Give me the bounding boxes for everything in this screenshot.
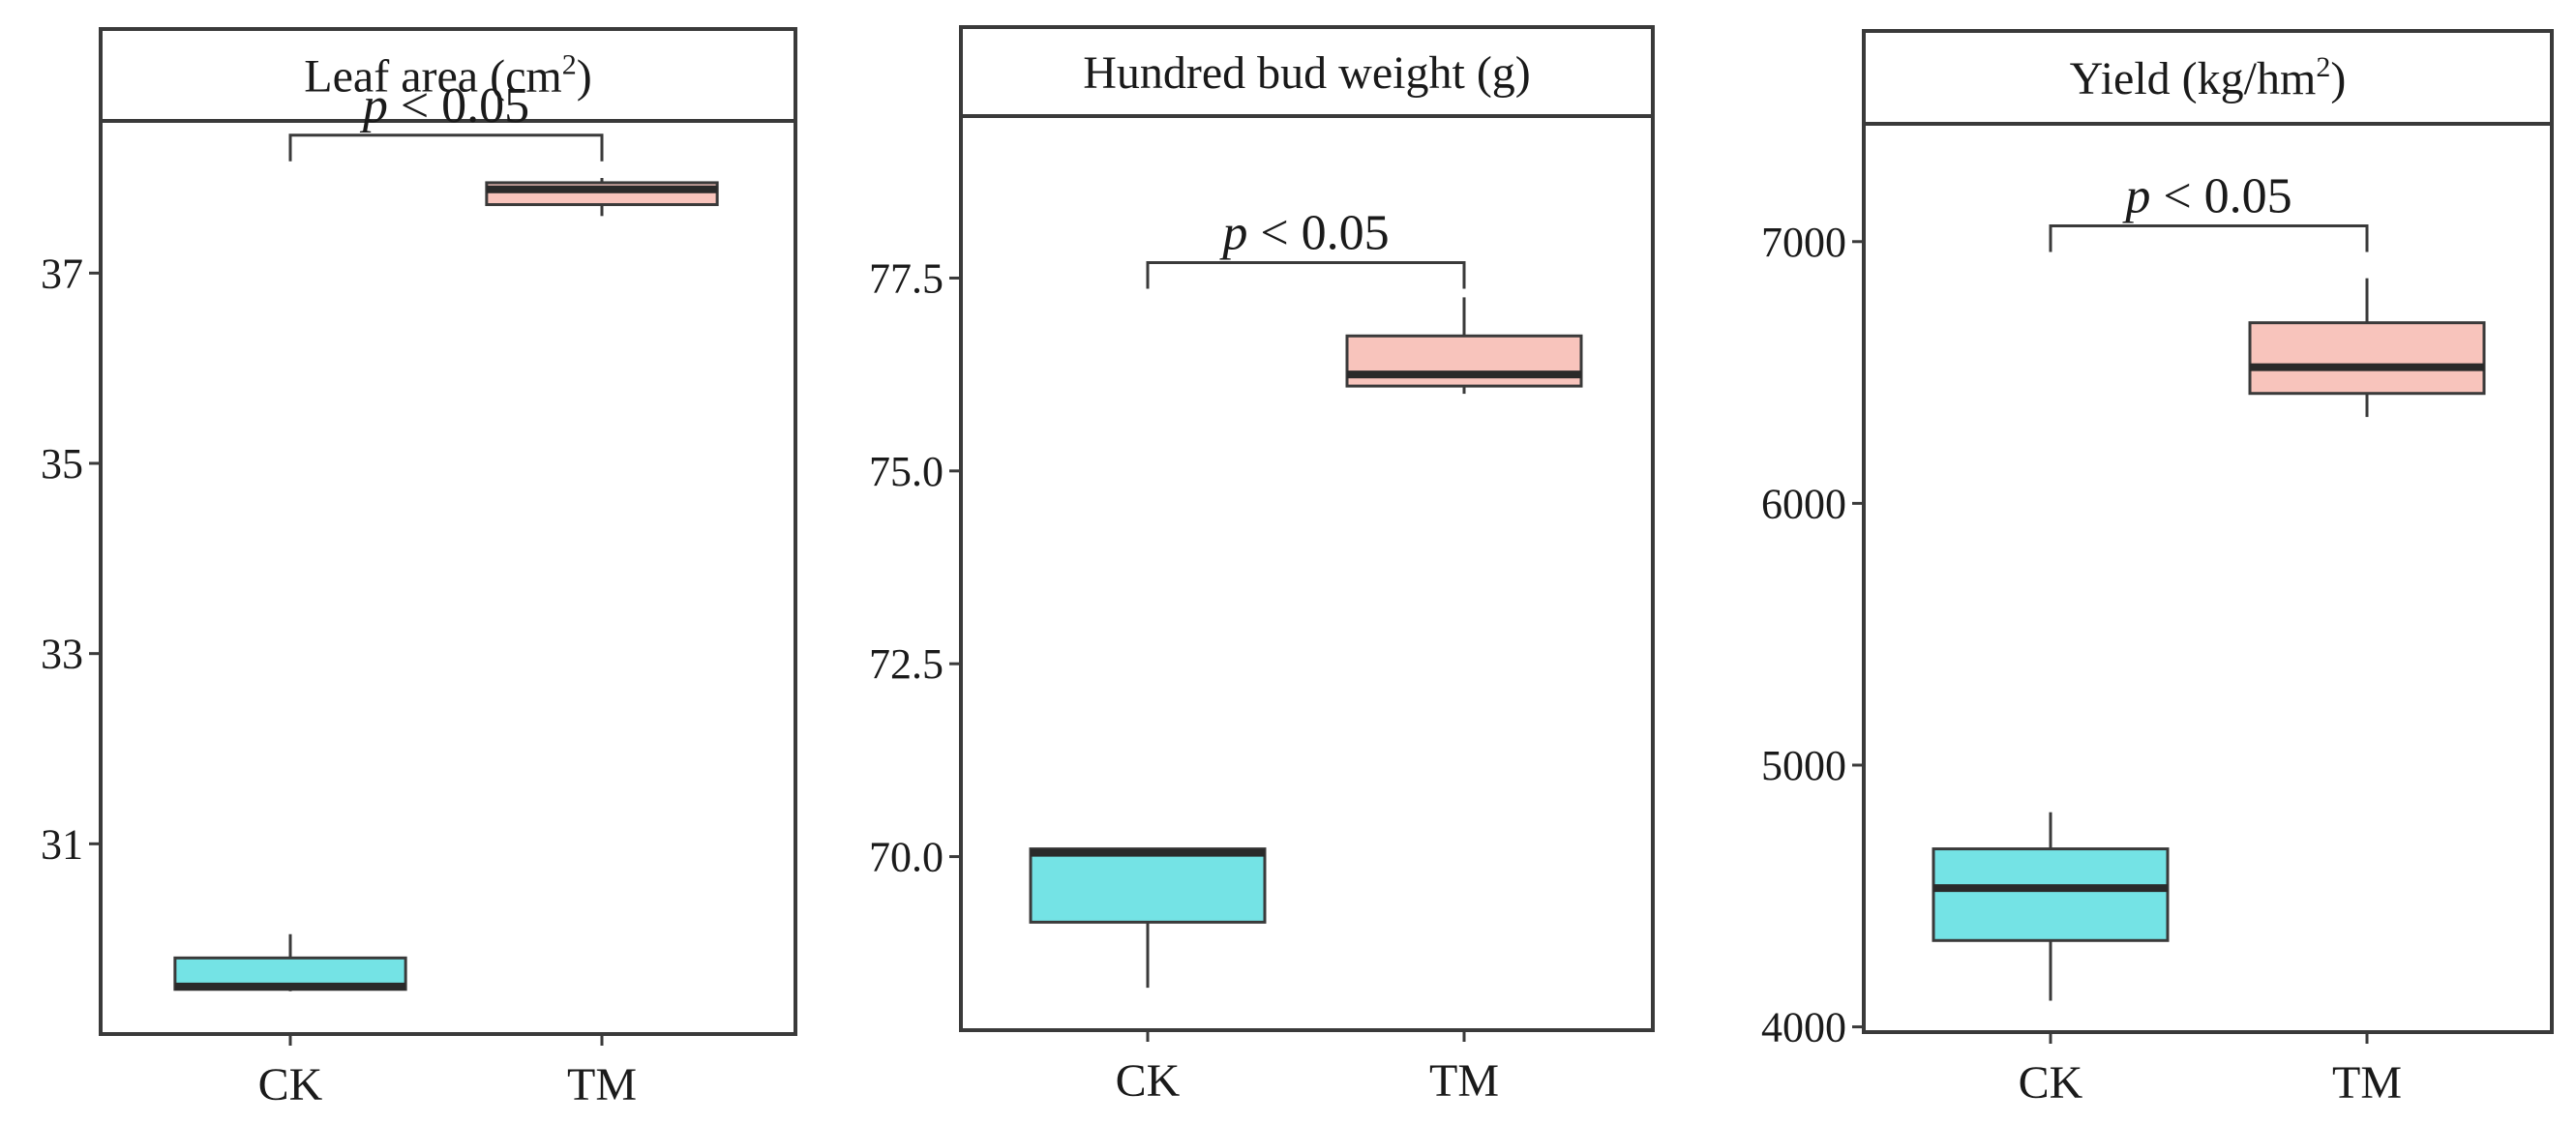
panel2-y-tick-label: 77.5 bbox=[869, 254, 944, 302]
panel2-title: Hundred bud weight (g) bbox=[1083, 47, 1531, 99]
panel3-plot-frame bbox=[1862, 122, 2554, 1034]
panel1-plot-frame bbox=[99, 119, 797, 1036]
panel3-y-tick-label: 5000 bbox=[1761, 742, 1846, 789]
panel2-title-text: Hundred bud weight (g) bbox=[1083, 47, 1531, 99]
panel1-title-end: ) bbox=[577, 51, 592, 103]
panel3-significance-value: < 0.05 bbox=[2150, 169, 2291, 224]
panel1-title-text: Leaf area (cm bbox=[304, 51, 561, 103]
panel1-significance-bracket bbox=[288, 133, 604, 162]
panel1-significance-label: p < 0.05 bbox=[359, 78, 529, 133]
panel2-significance-bracket bbox=[1146, 261, 1466, 289]
panel2-x-label-tm: TM bbox=[1429, 1055, 1499, 1107]
panel1-y-tick-label: 37 bbox=[41, 250, 83, 297]
panel3-y-tick-label: 4000 bbox=[1761, 1004, 1846, 1051]
panel2-significance-value: < 0.05 bbox=[1247, 206, 1389, 261]
panel3-y-tick-label: 7000 bbox=[1761, 219, 1846, 266]
panel2-y-tick-label: 75.0 bbox=[869, 448, 944, 495]
panel2-ck-box bbox=[1029, 847, 1267, 924]
panel1-title-superscript: 2 bbox=[562, 49, 577, 81]
panel1-y-tick-label: 31 bbox=[41, 820, 83, 868]
panel2-y-tick-label: 72.5 bbox=[869, 640, 944, 688]
panel1-x-label-tm: TM bbox=[567, 1059, 637, 1110]
panel3-x-label-ck: CK bbox=[2019, 1057, 2083, 1109]
panel3-x-label-tm: TM bbox=[2332, 1057, 2402, 1109]
panel1-y-tick-label: 35 bbox=[41, 440, 83, 488]
panel1-title: Leaf area (cm2) bbox=[304, 49, 591, 103]
panel3-strip bbox=[1862, 29, 2554, 126]
panel3-title: Yield (kg/hm2) bbox=[2070, 51, 2347, 104]
panel1-y-tick-label: 33 bbox=[41, 631, 83, 678]
panel3-title-text: Yield (kg/hm bbox=[2070, 53, 2317, 104]
panel3-title-end: ) bbox=[2330, 53, 2346, 104]
panel1-strip bbox=[99, 27, 797, 123]
panel3-y-tick-label: 6000 bbox=[1761, 480, 1846, 527]
panel2-y-tick-label: 70.0 bbox=[869, 834, 944, 881]
panel2-tm-box bbox=[1345, 334, 1583, 388]
panel3-title-superscript: 2 bbox=[2316, 51, 2330, 83]
panel1-x-label-ck: CK bbox=[258, 1059, 323, 1110]
panel2-plot-frame bbox=[959, 114, 1655, 1032]
panel1-significance-value: < 0.05 bbox=[388, 78, 529, 133]
panel3-tm-box bbox=[2248, 321, 2486, 396]
panel3-significance-p: p bbox=[2121, 169, 2150, 224]
panel2-significance-label: p < 0.05 bbox=[1218, 206, 1389, 261]
panel2-x-label-ck: CK bbox=[1116, 1055, 1181, 1107]
panel2-significance-p: p bbox=[1218, 206, 1247, 261]
panel3-ck-box bbox=[1932, 847, 2170, 942]
panel3-significance-label: p < 0.05 bbox=[2121, 169, 2291, 224]
panel3-significance-bracket bbox=[2049, 224, 2369, 252]
panel1-significance-p: p bbox=[359, 78, 388, 133]
panel2-strip bbox=[959, 25, 1655, 118]
